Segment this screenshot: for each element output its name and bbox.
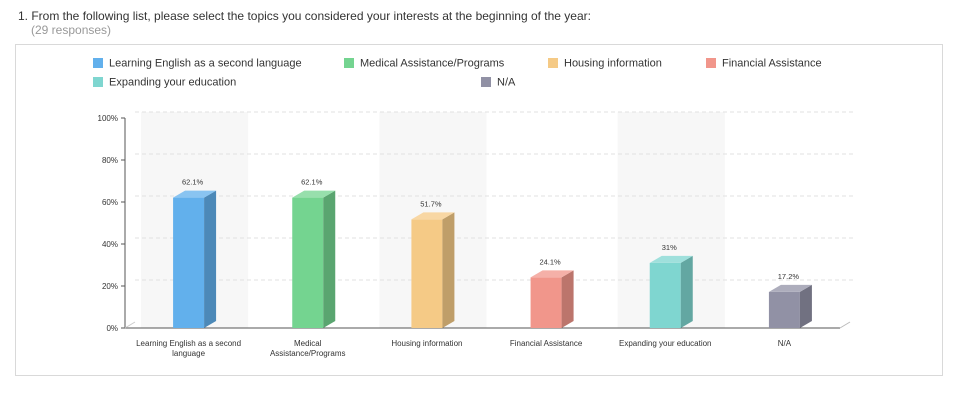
bar-top — [649, 255, 693, 263]
data-label: 17.2% — [778, 272, 800, 281]
x-axis-depth — [124, 321, 136, 329]
y-tick-label: 20% — [102, 282, 118, 291]
bar-front — [649, 262, 681, 328]
bar-front — [530, 277, 562, 328]
bar-top — [530, 270, 574, 278]
data-label: 31% — [662, 243, 677, 252]
bar-top — [411, 212, 455, 220]
data-label: 51.7% — [420, 199, 442, 208]
y-tick-label: 80% — [102, 156, 118, 165]
x-tick-label: Expanding your education — [619, 339, 712, 348]
bar — [411, 212, 455, 328]
bar — [530, 270, 574, 328]
bar-front — [411, 219, 443, 328]
x-tick-label: Assistance/Programs — [270, 349, 346, 358]
legend-label: N/A — [497, 77, 516, 89]
y-tick-label: 0% — [106, 324, 118, 333]
bar — [649, 255, 693, 328]
bar-side — [799, 284, 812, 328]
legend-swatch — [344, 58, 354, 68]
bar — [292, 190, 336, 328]
legend-label: Medical Assistance/Programs — [360, 58, 505, 70]
x-tick-label: Housing information — [391, 339, 462, 348]
x-tick-label: N/A — [778, 339, 792, 348]
legend-label: Learning English as a second language — [109, 58, 302, 70]
response-count: (29 responses) — [31, 23, 112, 37]
y-tick-label: 60% — [102, 198, 118, 207]
bar-side — [323, 190, 336, 328]
bar-side — [442, 212, 455, 328]
bar-front — [173, 197, 205, 328]
x-tick-label: Financial Assistance — [510, 339, 583, 348]
bar — [768, 284, 812, 328]
y-tick-label: 40% — [102, 240, 118, 249]
bar-top — [173, 190, 217, 198]
data-label: 24.1% — [539, 257, 561, 266]
legend-label: Housing information — [564, 58, 662, 70]
bar-side — [204, 190, 217, 328]
legend-swatch — [93, 58, 103, 68]
question-title: 1. From the following list, please selec… — [18, 9, 591, 23]
legend-label: Financial Assistance — [722, 58, 822, 70]
x-tick-label: language — [172, 349, 205, 358]
bar-top — [292, 190, 336, 198]
legend-swatch — [706, 58, 716, 68]
bar-top — [768, 284, 812, 292]
bar — [173, 190, 217, 328]
bar-front — [768, 291, 800, 328]
bar-side — [561, 270, 574, 328]
legend-label: Expanding your education — [109, 77, 236, 89]
data-label: 62.1% — [182, 178, 204, 187]
x-tick-label: Medical — [294, 339, 322, 348]
x-tick-label: Learning English as a second — [136, 339, 241, 348]
legend-swatch — [93, 77, 103, 87]
bar-front — [292, 197, 324, 328]
chart-container — [15, 44, 943, 376]
x-axis-depth — [839, 321, 851, 329]
bar-side — [680, 255, 693, 328]
data-label: 62.1% — [301, 178, 323, 187]
legend-swatch — [548, 58, 558, 68]
y-tick-label: 100% — [98, 114, 118, 123]
legend-swatch — [481, 77, 491, 87]
